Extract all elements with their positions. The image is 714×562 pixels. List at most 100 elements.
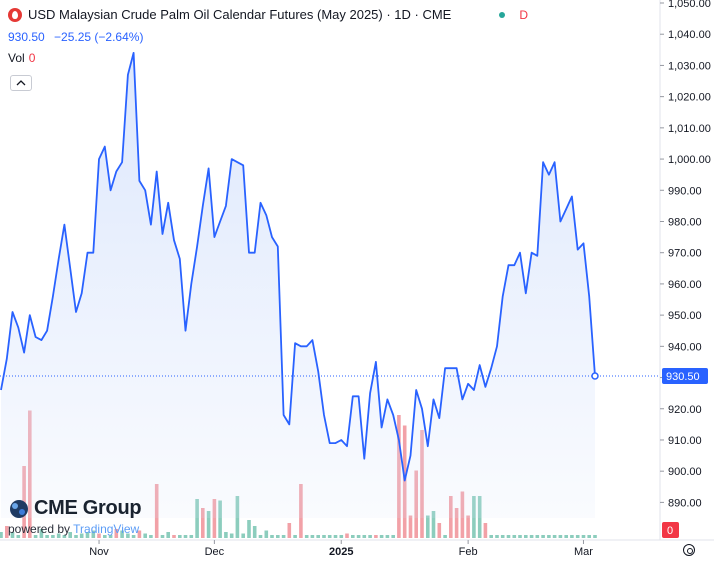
volume-bar xyxy=(149,535,153,538)
cme-group-logo[interactable]: CME Group powered by TradingView xyxy=(8,497,142,536)
volume-bar xyxy=(137,530,142,538)
y-tick-label: 1,040.00 xyxy=(668,29,711,41)
volume-bar xyxy=(587,535,591,538)
price-change-text: −25.25 (−2.64%) xyxy=(54,30,144,44)
price-line xyxy=(0,52,596,482)
volume-bar xyxy=(547,535,551,538)
symbol-title[interactable]: USD Malaysian Crude Palm Oil Calendar Fu… xyxy=(28,7,452,22)
y-tick-label: 900.00 xyxy=(668,466,702,478)
collapse-legend-button[interactable] xyxy=(10,75,32,91)
price-area-fill xyxy=(1,52,595,519)
price-readout: 930.50 −25.25 (−2.64%) xyxy=(8,30,149,44)
settings-gear-icon[interactable] xyxy=(683,544,695,556)
volume-bar xyxy=(293,535,297,538)
volume-bar xyxy=(529,535,534,538)
y-tick-label: 1,050.00 xyxy=(668,0,711,10)
y-tick-label: 890.00 xyxy=(668,497,702,509)
tradingview-brand: TradingView xyxy=(73,522,140,536)
x-tick-label: Feb xyxy=(459,546,478,558)
volume-bar xyxy=(362,535,367,538)
x-tick-label: 2025 xyxy=(329,546,353,558)
volume-bar xyxy=(108,535,113,538)
volume-bar xyxy=(97,533,101,538)
volume-bar xyxy=(247,520,251,538)
y-tick-label: 910.00 xyxy=(668,435,702,447)
volume-axis-label: 0 xyxy=(667,525,673,537)
volume-bar xyxy=(495,535,499,538)
volume-label: Vol xyxy=(8,51,25,65)
volume-bar xyxy=(131,535,136,538)
volume-bar xyxy=(454,508,459,538)
y-tick-label: 950.00 xyxy=(668,310,702,322)
volume-bar xyxy=(126,533,130,538)
last-price-label: 930.50 xyxy=(666,371,700,383)
volume-bar xyxy=(201,508,205,538)
volume-bar xyxy=(33,535,38,538)
volume-bar xyxy=(558,535,563,538)
last-price-label-bg xyxy=(662,367,708,384)
volume-bar xyxy=(172,535,176,538)
volume-bar xyxy=(368,535,372,538)
volume-bar xyxy=(322,535,326,538)
volume-bar xyxy=(5,526,9,538)
volume-bar xyxy=(426,515,430,538)
y-tick-label: 990.00 xyxy=(668,185,702,197)
volume-bar xyxy=(535,535,540,538)
volume-bar xyxy=(437,523,442,538)
volume-bar xyxy=(178,535,182,538)
volume-bar xyxy=(276,535,280,538)
y-tick-label: 960.00 xyxy=(668,279,702,291)
volume-bar xyxy=(264,530,269,538)
volume-bar xyxy=(518,535,522,538)
volume-bar xyxy=(281,535,286,538)
volume-bar xyxy=(345,533,349,538)
volume-bar xyxy=(327,535,332,538)
last-price-text: 930.50 xyxy=(8,30,45,44)
volume-bar xyxy=(333,535,338,538)
volume-bar xyxy=(270,535,274,538)
volume-bar xyxy=(218,500,222,538)
volume-bar xyxy=(189,535,194,538)
chart-header: USD Malaysian Crude Palm Oil Calendar Fu… xyxy=(8,7,528,22)
volume-bar xyxy=(160,535,165,538)
volume-bar xyxy=(316,535,320,538)
volume-bar xyxy=(575,535,580,538)
volume-bar xyxy=(16,535,21,538)
red-flag-icon xyxy=(8,7,22,22)
chevron-up-icon xyxy=(16,80,26,86)
y-tick-label: 980.00 xyxy=(668,216,702,228)
volume-bar xyxy=(552,535,557,538)
volume-axis-label-bg xyxy=(662,522,679,538)
volume-bar xyxy=(356,535,361,538)
volume-bar xyxy=(570,535,574,538)
volume-bar xyxy=(524,535,528,538)
volume-bar xyxy=(143,533,147,538)
logo-text: CME Group xyxy=(34,497,142,519)
volume-bar xyxy=(166,532,170,538)
volume-bar xyxy=(385,535,390,538)
volume-bar xyxy=(374,535,378,538)
volume-bar xyxy=(114,529,119,538)
volume-bar xyxy=(229,533,234,538)
y-tick-label: 920.00 xyxy=(668,404,702,416)
volume-bar xyxy=(252,526,257,538)
volume-bar xyxy=(287,523,292,538)
volume-readout: Vol 0 xyxy=(8,51,35,65)
volume-bar xyxy=(500,535,505,538)
volume-bar xyxy=(541,535,545,538)
volume-bar xyxy=(68,532,72,538)
volume-bar xyxy=(593,535,597,538)
volume-bar xyxy=(241,533,245,538)
last-price-dot xyxy=(591,372,599,380)
delayed-data-tag[interactable]: D xyxy=(519,7,529,22)
volume-bar xyxy=(431,511,436,538)
volume-bar xyxy=(51,535,55,538)
y-tick-label: 1,000.00 xyxy=(668,154,711,166)
volume-bar xyxy=(120,530,124,538)
volume-bar xyxy=(195,499,199,538)
volume-bar xyxy=(339,535,344,538)
volume-bar xyxy=(79,533,84,538)
market-status-dot-icon xyxy=(499,11,506,18)
volume-bar xyxy=(45,535,49,538)
